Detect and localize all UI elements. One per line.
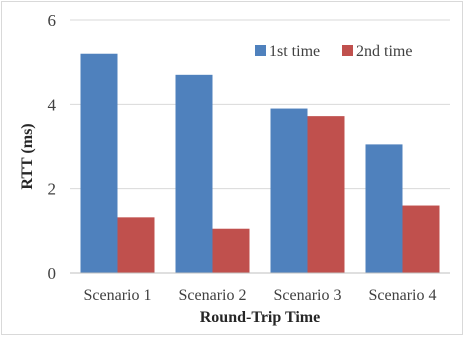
- bar-series-1: [270, 108, 308, 273]
- bar-series-2: [402, 205, 440, 273]
- bar-series-1: [80, 53, 118, 273]
- y-tick-label: 0: [48, 264, 57, 283]
- y-tick-label: 6: [48, 11, 57, 30]
- x-tick-label: Scenario 3: [274, 287, 342, 304]
- bar-series-2: [117, 217, 155, 273]
- y-tick-label: 4: [48, 95, 57, 114]
- legend-swatch: [255, 45, 266, 56]
- legend: 1st time 2nd time: [255, 43, 412, 60]
- legend-label: 2nd time: [356, 43, 412, 60]
- bar-series-2: [307, 116, 345, 273]
- y-axis-title: RTT (ms): [19, 123, 36, 189]
- x-axis-ticks: Scenario 1 Scenario 2 Scenario 3 Scenario 4: [84, 287, 437, 304]
- legend-label: 1st time: [269, 43, 320, 60]
- bar-series-2: [212, 228, 250, 273]
- bar-series-1: [175, 74, 213, 273]
- y-axis-ticks: 0 2 4 6: [48, 11, 57, 283]
- legend-swatch: [342, 45, 353, 56]
- x-axis-title: Round-Trip Time: [200, 309, 320, 326]
- bar-series-1: [365, 144, 403, 273]
- y-tick-label: 2: [48, 180, 57, 199]
- x-tick-label: Scenario 2: [179, 287, 247, 304]
- bars: [80, 53, 440, 273]
- x-tick-label: Scenario 1: [84, 287, 152, 304]
- x-tick-label: Scenario 4: [369, 287, 437, 304]
